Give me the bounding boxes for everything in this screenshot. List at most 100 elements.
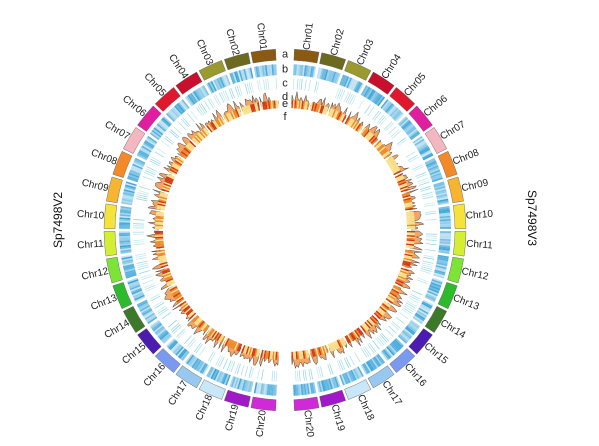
gene-density-bin [122, 195, 134, 200]
gene-density-bin [274, 64, 277, 76]
gene-density-bin [401, 330, 412, 339]
heatmap-bin [339, 113, 345, 122]
heatmap-bin [186, 309, 194, 316]
heatmap-bin [406, 236, 415, 239]
gene-density-bin [407, 128, 418, 137]
te-density-bin [215, 94, 221, 105]
heatmap-bin [252, 348, 257, 357]
gene-density-bin [382, 349, 391, 359]
heatmap-bin [398, 182, 407, 188]
heatmap-bin [164, 275, 173, 280]
gene-density-bin [363, 86, 371, 98]
gene-density-bin [264, 65, 268, 77]
te-density-bin [425, 233, 437, 235]
te-density-bin [228, 88, 234, 100]
heatmap-bin [352, 121, 359, 130]
heatmap-bin [233, 109, 239, 118]
heatmap-bin [305, 350, 309, 359]
heatmap-bin [375, 143, 383, 150]
te-density-bin [146, 166, 157, 172]
gene-density-bin [424, 157, 436, 164]
te-density-bin [396, 137, 406, 145]
gene-density-bin [434, 186, 446, 191]
chromosome-block-R-Chr10 [452, 203, 467, 229]
heatmap-bin [363, 322, 370, 330]
gene-density-bin [418, 145, 429, 153]
gene-density-bin [394, 112, 403, 121]
chromosome-label-R-Chr15: Chr15 [422, 341, 450, 367]
link-area-bg [166, 111, 404, 349]
te-density-bin [336, 88, 342, 100]
gene-density-bin [233, 71, 239, 83]
te-density-bin [347, 93, 353, 104]
heatmap-bin [299, 350, 303, 360]
te-density-bin [409, 295, 420, 302]
heatmap-bin [373, 312, 381, 320]
gene-density-bin [302, 383, 306, 395]
gene-density-bin [437, 200, 449, 204]
gene-density-bin [119, 241, 131, 245]
heatmap-bin [160, 191, 169, 196]
gene-density-bin [355, 82, 363, 93]
heatmap-bin [155, 232, 164, 234]
chromosome-block-L-Chr09 [106, 176, 123, 204]
heatmap-bin [169, 286, 178, 292]
gene-density-bin [435, 190, 447, 195]
heatmap-bin [170, 166, 179, 172]
te-density-bin [408, 297, 419, 304]
heatmap-bin [276, 100, 279, 109]
gene-density-bin [405, 325, 416, 334]
gene-density-bin [188, 93, 197, 104]
gene-density-bin [274, 384, 277, 396]
gene-density-bin [299, 384, 302, 396]
chromosome-label-L-Chr19: Chr19 [223, 403, 241, 433]
heatmap-bin [404, 252, 413, 256]
heatmap-bin [206, 125, 213, 133]
te-density-bin [316, 81, 320, 93]
chromosome-block-L-Chr05 [154, 87, 181, 112]
gene-density-bin [209, 81, 216, 93]
te-density-bin [407, 154, 418, 161]
heatmap-bin [199, 131, 206, 139]
gene-density-bin [382, 101, 391, 111]
heatmap-bin [157, 253, 166, 257]
gene-density-bin [362, 85, 369, 97]
heatmap-bin [155, 230, 164, 233]
heatmap-bin [403, 199, 412, 203]
heatmap-bin [406, 218, 415, 221]
heatmap-bin [313, 103, 318, 112]
te-density-bin [401, 308, 412, 316]
gene-density-bin [328, 70, 333, 82]
gene-density-bin [143, 141, 154, 149]
gene-density-bin [306, 383, 310, 395]
gene-density-bin [427, 290, 438, 297]
gene-density-bin [210, 80, 217, 92]
gene-density-bin [151, 129, 162, 138]
gene-density-bin [365, 361, 374, 372]
heatmap-bin [161, 187, 170, 192]
heatmap-bin [398, 181, 407, 186]
chromosome-block-R-Chr01 [293, 49, 320, 64]
heatmap-bin [185, 145, 193, 152]
gene-density-bin [120, 250, 132, 254]
heatmap-bin [187, 310, 195, 317]
te-density-bin [294, 370, 297, 382]
gene-density-bin [377, 96, 386, 107]
gene-density-bin [119, 237, 131, 240]
heatmap-bin [264, 350, 268, 359]
heatmap-bin [406, 223, 415, 225]
gene-density-bin [123, 189, 135, 194]
gene-density-bin [184, 353, 193, 364]
chromosome-block-L-Chr13 [112, 282, 133, 310]
heatmap-bin [155, 227, 164, 230]
heatmap-bin [238, 108, 243, 117]
gene-density-bin [421, 151, 432, 158]
gene-density-bin [404, 124, 415, 133]
gene-density-bin [346, 77, 353, 89]
te-density-bin [422, 196, 434, 200]
gene-density-bin [407, 323, 418, 332]
heatmap-bin [309, 349, 313, 358]
heatmap-bin [405, 249, 414, 253]
gene-density-bin [342, 373, 348, 385]
gene-density-bin [142, 308, 153, 316]
